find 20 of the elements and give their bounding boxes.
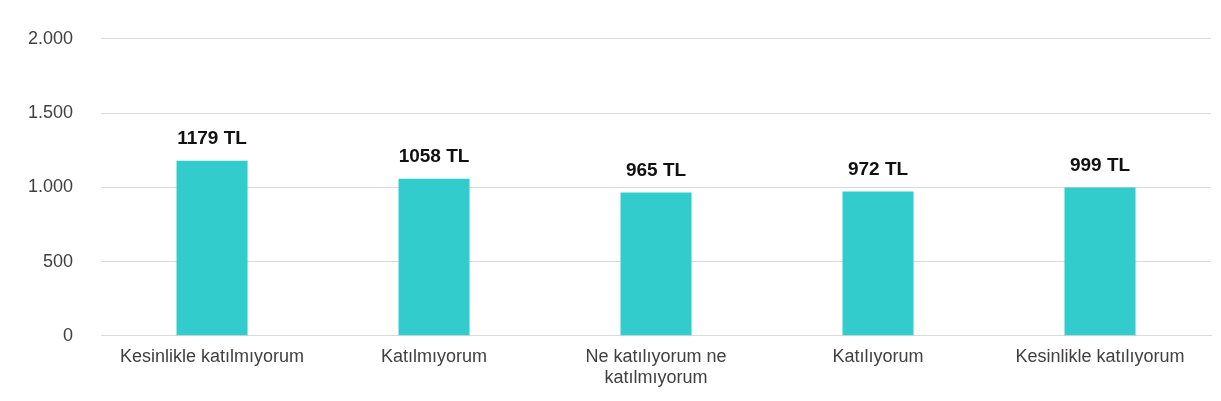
x-tick-label: Katılıyorum (832, 345, 924, 366)
x-tick-label: Katılmıyorum (381, 345, 488, 366)
x-tick-label: Kesinlikle katılmıyorum (120, 345, 305, 366)
bar (1064, 187, 1136, 336)
data-label: 1058 TL (398, 145, 470, 167)
data-label: 1179 TL (177, 127, 248, 149)
bar (398, 178, 470, 336)
y-tick-label: 1.500 (28, 102, 74, 123)
x-tick-label: Kesinlikle katılıyorum (1015, 345, 1185, 366)
data-label: 999 TL (1069, 154, 1131, 176)
data-label: 965 TL (625, 159, 687, 181)
data-label: 972 TL (847, 158, 909, 180)
y-tick-label: 500 (43, 250, 74, 271)
bar (620, 192, 692, 336)
y-tick-label: 1.000 (28, 176, 74, 197)
y-tick-label: 2.000 (28, 27, 74, 48)
bar (842, 191, 914, 336)
bar (176, 160, 248, 336)
x-tick-label: Ne katılıyorum ne katılmıyorum (585, 345, 727, 388)
y-tick-label: 0 (63, 324, 74, 345)
